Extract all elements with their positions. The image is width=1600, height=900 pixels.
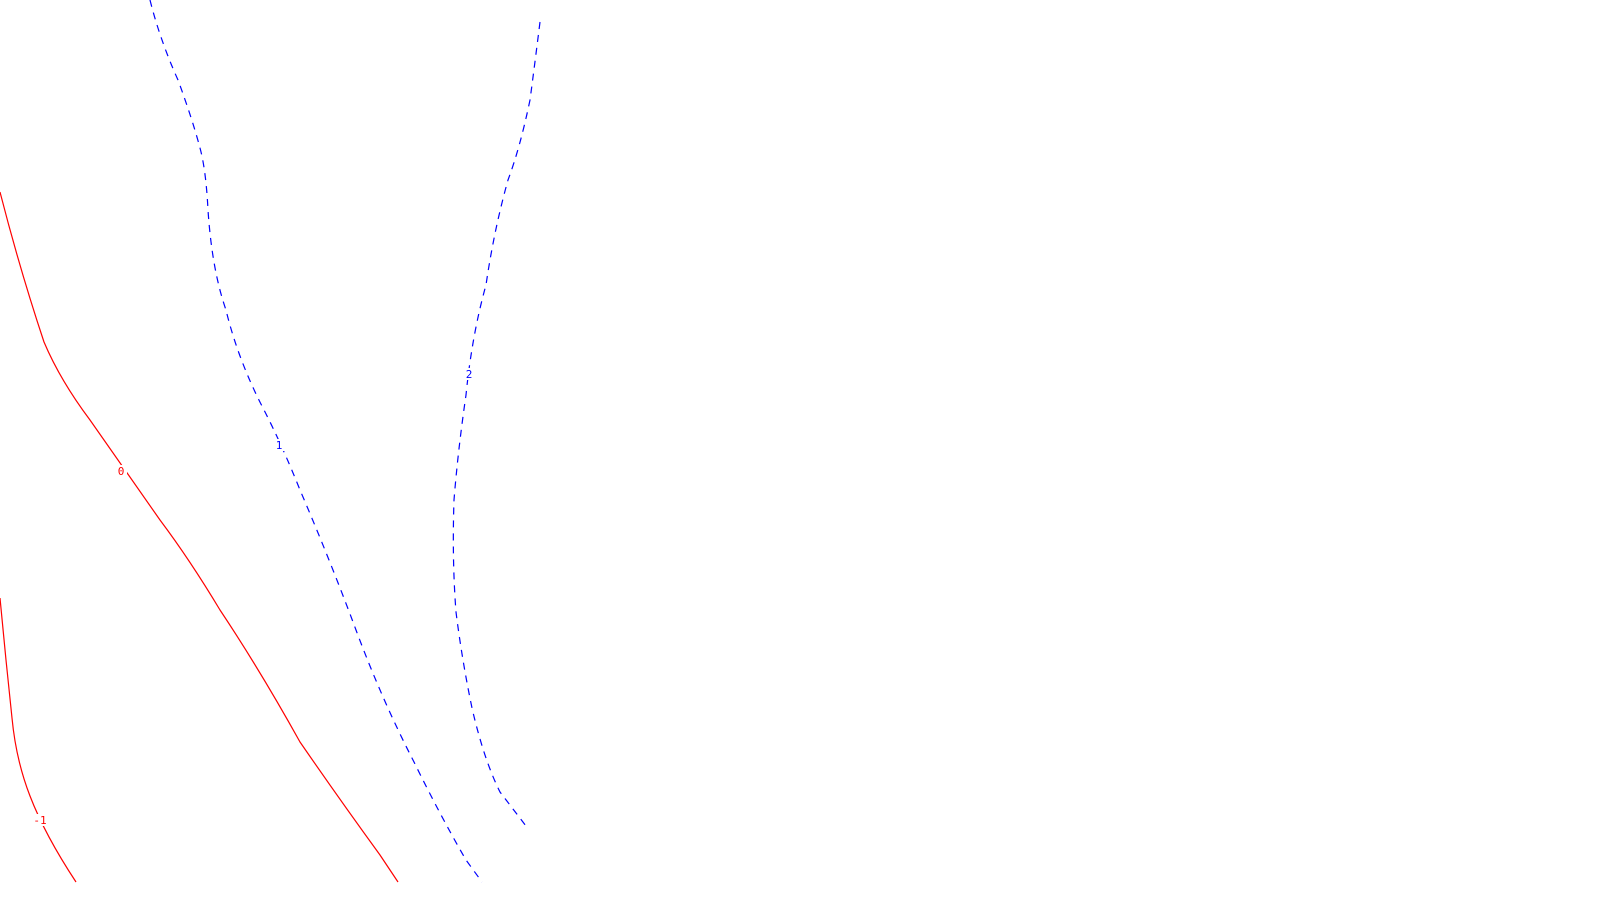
- contour-label-level-neg1: -1: [33, 814, 46, 827]
- contour-label-gap: [116, 465, 127, 477]
- contour-label-gap: [464, 368, 475, 380]
- contour-label-gap: [274, 439, 285, 451]
- contour-line-level-2: [452, 21, 541, 827]
- contour-label-level-1: 1: [276, 439, 283, 452]
- contour-line-level-1: [149, 0, 483, 883]
- contour-labels: -1 0 1 2: [33, 368, 475, 827]
- contour-line-level-0: [0, 191, 399, 883]
- contour-label-level-0: 0: [118, 465, 125, 478]
- contour-line-level-neg1: [0, 597, 77, 883]
- contour-lines: [0, 0, 541, 883]
- contour-label-level-2: 2: [466, 368, 473, 381]
- contour-label-gap: [35, 814, 53, 826]
